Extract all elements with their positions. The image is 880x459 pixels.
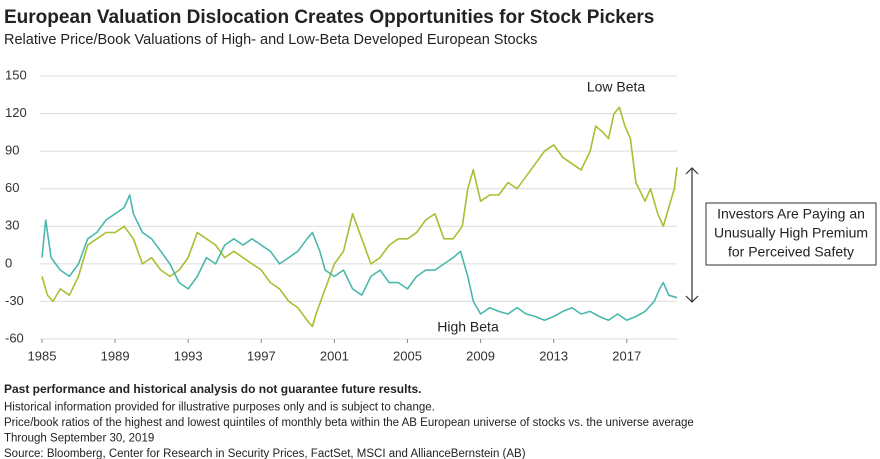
annotation-text: Investors Are Paying an — [717, 206, 865, 222]
footnote: Through September 30, 2019 — [4, 433, 154, 445]
y-tick-label: 30 — [5, 218, 19, 233]
y-tick-label: 60 — [5, 180, 19, 195]
x-tick-label: 2005 — [393, 348, 422, 363]
series-line — [41, 106, 678, 328]
x-tick-label: 1985 — [28, 348, 57, 363]
y-tick-label: -30 — [5, 293, 24, 308]
series-line — [41, 194, 678, 321]
x-tick-label: 1989 — [101, 348, 130, 363]
x-tick-label: 1993 — [174, 348, 203, 363]
chart-subtitle: Relative Price/Book Valuations of High- … — [4, 32, 537, 48]
x-tick-label: 2013 — [539, 348, 568, 363]
annotation-text: Unusually High Premium — [714, 225, 868, 241]
chart-title: European Valuation Dislocation Creates O… — [4, 7, 654, 28]
x-tick-label: 2017 — [612, 348, 641, 363]
series-label: High Beta — [437, 319, 499, 335]
footnote: Historical information provided for illu… — [4, 402, 435, 414]
y-tick-label: 90 — [5, 143, 19, 158]
y-tick-label: 0 — [5, 255, 12, 270]
x-tick-label: 1997 — [247, 348, 276, 363]
x-tick-label: 2009 — [466, 348, 495, 363]
y-tick-label: 150 — [5, 67, 27, 82]
annotation-text: for Perceived Safety — [728, 244, 854, 260]
annotation-box — [705, 202, 877, 266]
y-tick-label: 120 — [5, 105, 27, 120]
footnote: Source: Bloomberg, Center for Research i… — [4, 448, 526, 459]
series-label: Low Beta — [587, 79, 646, 95]
y-tick-label: -60 — [5, 330, 24, 345]
footnote: Past performance and historical analysis… — [4, 382, 421, 396]
x-tick-label: 2001 — [320, 348, 349, 363]
footnote: Price/book ratios of the highest and low… — [4, 417, 694, 429]
bracket-arrow — [685, 167, 699, 303]
